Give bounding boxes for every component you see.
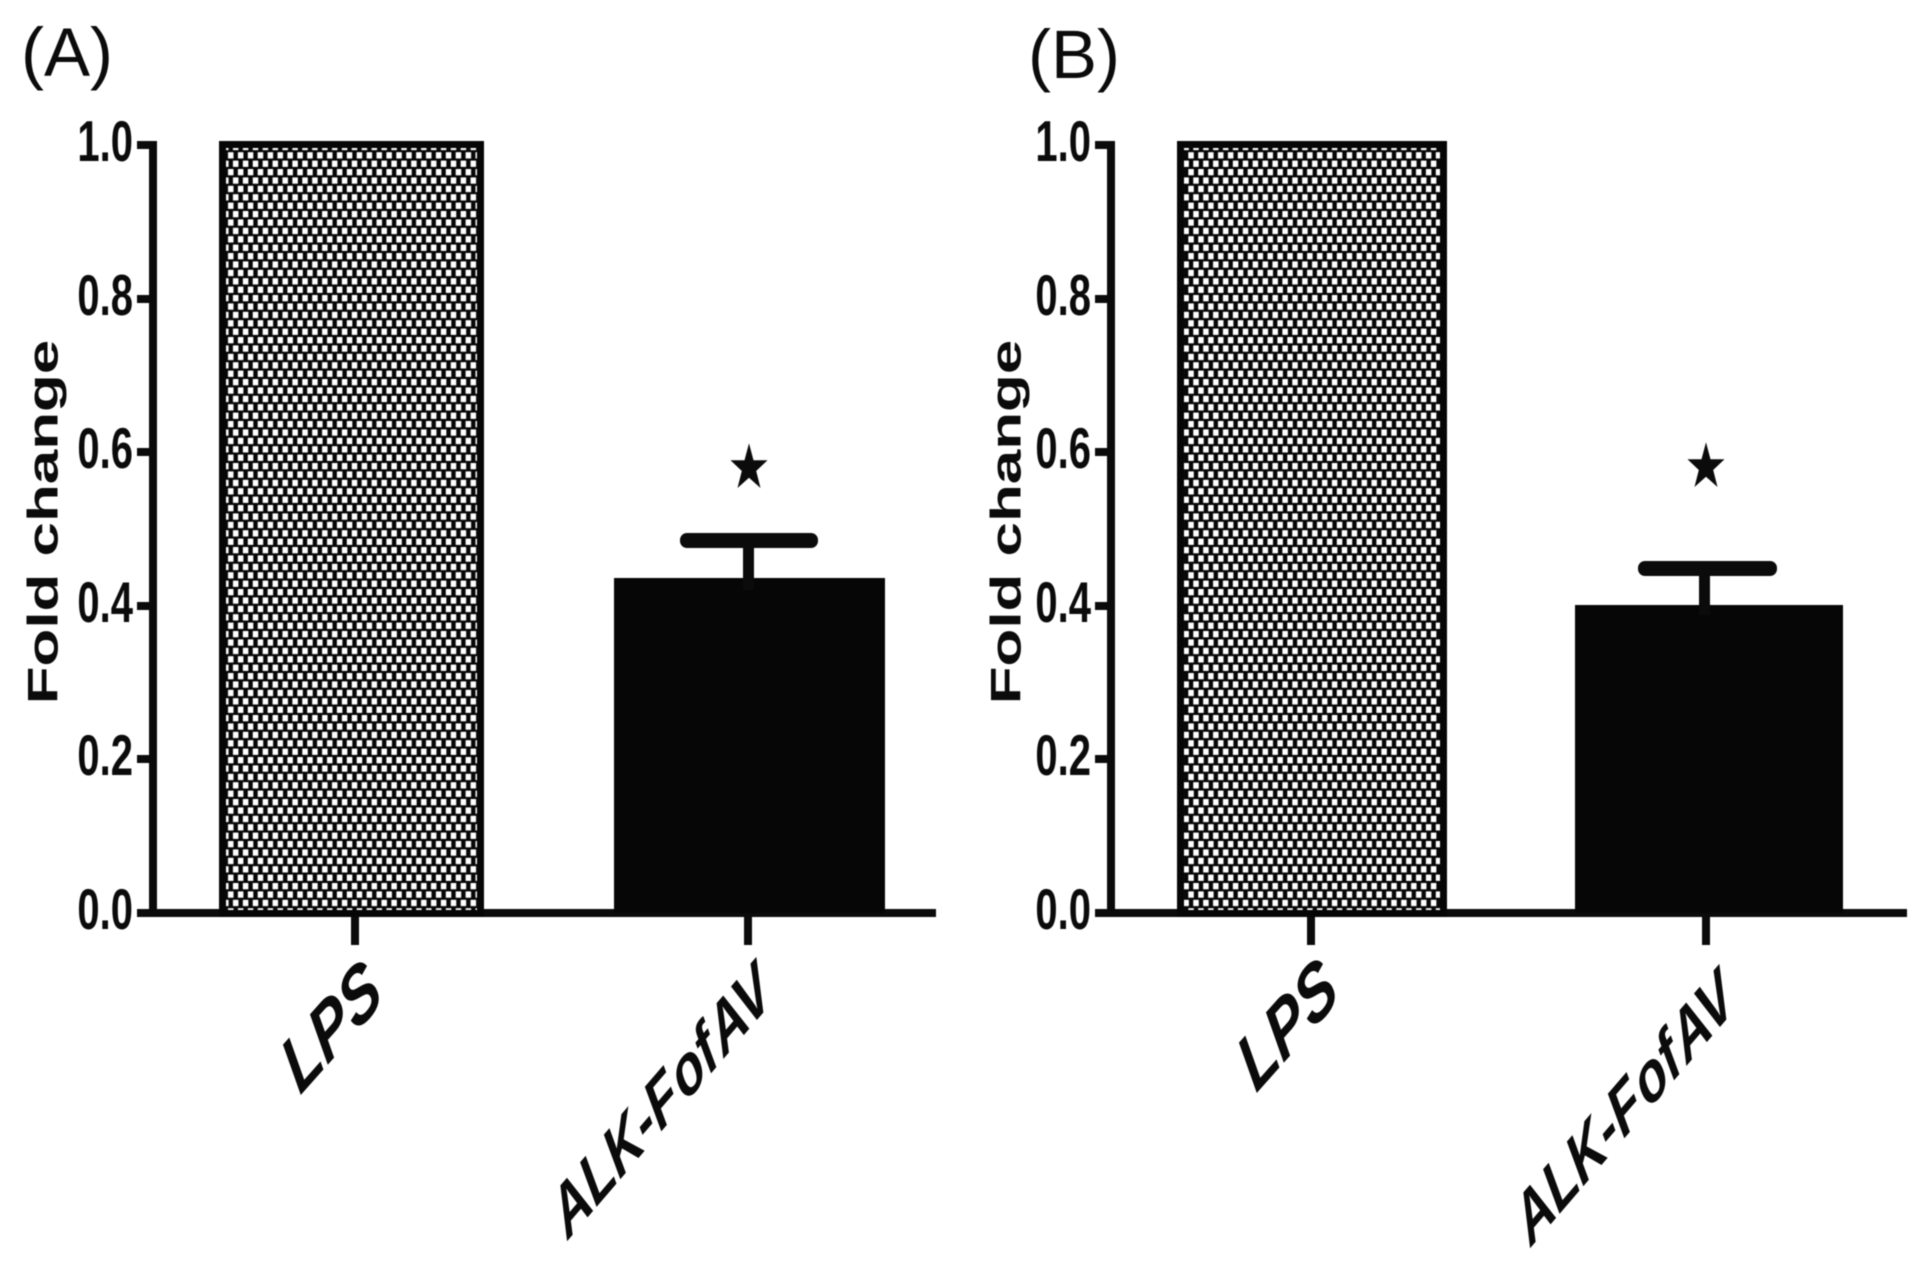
svg-text:0.4: 0.4 bbox=[77, 570, 133, 635]
svg-text:0.8: 0.8 bbox=[1035, 263, 1091, 328]
svg-text:(B): (B) bbox=[1028, 16, 1120, 93]
svg-text:(A): (A) bbox=[21, 14, 113, 91]
svg-text:0.6: 0.6 bbox=[1035, 416, 1091, 481]
svg-text:0.8: 0.8 bbox=[77, 263, 133, 328]
svg-text:1.0: 1.0 bbox=[1035, 109, 1091, 174]
svg-text:Fold change: Fold change bbox=[983, 340, 1031, 705]
svg-text:0.0: 0.0 bbox=[77, 877, 133, 942]
svg-text:0.2: 0.2 bbox=[1035, 723, 1091, 788]
svg-text:0.4: 0.4 bbox=[1035, 570, 1091, 635]
svg-text:0.0: 0.0 bbox=[1035, 877, 1091, 942]
svg-text:1.0: 1.0 bbox=[77, 109, 133, 174]
svg-text:0.2: 0.2 bbox=[77, 723, 133, 788]
svg-text:0.6: 0.6 bbox=[77, 416, 133, 481]
svg-text:Fold change: Fold change bbox=[20, 340, 68, 705]
